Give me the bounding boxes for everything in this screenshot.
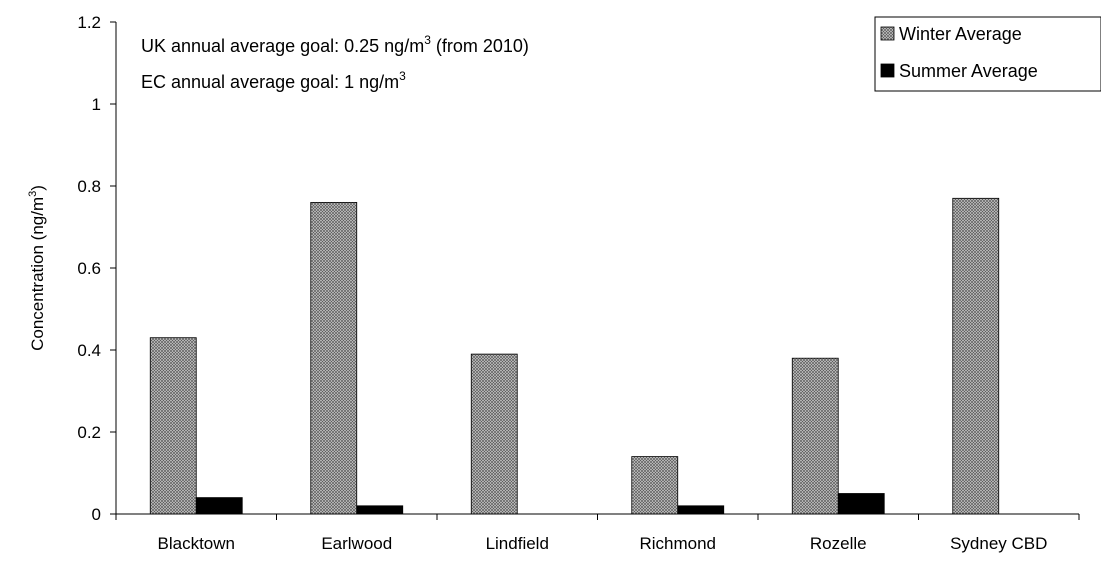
- legend-swatch-summer: [880, 63, 895, 78]
- summer-bar: [195, 497, 243, 515]
- x-category-label: Richmond: [639, 534, 716, 553]
- x-category-label: Blacktown: [158, 534, 235, 553]
- y-tick-label: 0.8: [77, 177, 101, 196]
- y-axis-title-sup: 3: [27, 191, 39, 197]
- legend-label-winter: Winter Average: [899, 24, 1022, 44]
- y-tick-label: 1: [92, 95, 101, 114]
- y-axis-title-tail: ): [28, 185, 47, 191]
- winter-bar: [310, 201, 358, 515]
- annotation-uk-goal: UK annual average goal: 0.25 ng/m3 (from…: [141, 33, 529, 56]
- x-category-label: Rozelle: [810, 534, 867, 553]
- summer-bar: [677, 505, 725, 515]
- x-ticks: Blacktown Earlwood Lindfield Richmond Rozell…: [115, 514, 1080, 553]
- y-tick-label: 0.6: [77, 259, 101, 278]
- winter-bar: [149, 337, 197, 515]
- y-tick-label: 0.2: [77, 423, 101, 442]
- x-category-label: Sydney CBD: [950, 534, 1047, 553]
- y-ticks: 0 0.2 0.4 0.6 0.8 1 1.2: [77, 13, 116, 524]
- winter-bar: [952, 197, 1000, 515]
- x-category-label: Lindfield: [486, 534, 549, 553]
- summer-bar: [837, 493, 885, 515]
- winter-bar: [631, 456, 679, 515]
- winter-bar: [470, 353, 518, 515]
- y-tick-label: 1.2: [77, 13, 101, 32]
- annotation-ec-sup: 3: [399, 69, 406, 83]
- y-tick-label: 0.4: [77, 341, 101, 360]
- annotation-uk-tail: (from 2010): [431, 36, 529, 56]
- x-category-label: Earlwood: [321, 534, 392, 553]
- legend-label-summer: Summer Average: [899, 61, 1038, 81]
- legend: Winter Average Summer Average: [874, 16, 1101, 92]
- legend-swatch-winter: [880, 26, 895, 41]
- y-tick-label: 0: [92, 505, 101, 524]
- annotation-uk-text: UK annual average goal: 0.25 ng/m: [141, 36, 424, 56]
- annotation-uk-sup: 3: [424, 33, 431, 47]
- y-axis-title-text: Concentration (ng/m: [28, 197, 47, 351]
- y-axis-title: Concentration (ng/m3): [27, 185, 47, 351]
- annotation-ec-text: EC annual average goal: 1 ng/m: [141, 72, 399, 92]
- summer-bar: [356, 505, 404, 515]
- winter-bar: [791, 357, 839, 515]
- annotation-ec-goal: EC annual average goal: 1 ng/m3: [141, 69, 406, 92]
- legend-box: [874, 16, 1101, 92]
- bars-group: [149, 197, 1000, 515]
